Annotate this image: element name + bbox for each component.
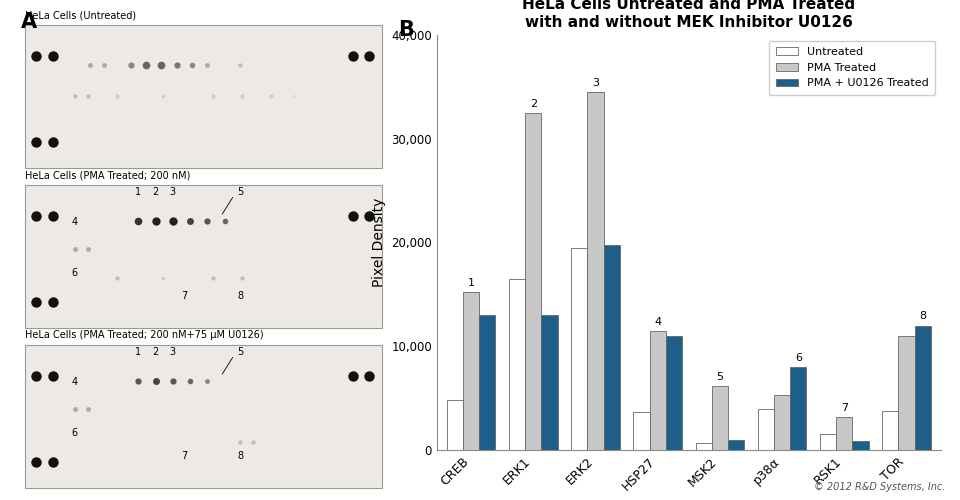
Text: 4: 4 (72, 377, 78, 387)
Text: 5: 5 (237, 347, 243, 357)
Bar (509, 279, 525, 450)
Bar (915, 326, 931, 450)
Text: 1: 1 (135, 187, 141, 197)
Text: A: A (21, 12, 37, 32)
Text: 1: 1 (135, 347, 141, 357)
Bar (634, 412, 650, 450)
FancyBboxPatch shape (25, 185, 382, 328)
Text: HeLa Cells (Untreated): HeLa Cells (Untreated) (25, 10, 136, 20)
Bar (774, 395, 790, 450)
Bar (479, 315, 495, 450)
Bar (711, 386, 728, 450)
Bar (666, 336, 682, 450)
Text: 3: 3 (170, 187, 176, 197)
Text: 3: 3 (170, 347, 176, 357)
Bar (820, 434, 836, 450)
Bar (899, 336, 915, 450)
Text: 7: 7 (181, 291, 187, 301)
Text: 2: 2 (153, 347, 158, 357)
Text: 5: 5 (237, 187, 243, 197)
Text: HeLa Cells (PMA Treated; 200 nM): HeLa Cells (PMA Treated; 200 nM) (25, 170, 190, 180)
Bar (650, 330, 666, 450)
Bar (541, 315, 558, 450)
Text: 8: 8 (237, 451, 243, 461)
Bar (696, 442, 711, 450)
Y-axis label: Pixel Density: Pixel Density (372, 198, 386, 287)
Legend: Untreated, PMA Treated, PMA + U0126 Treated: Untreated, PMA Treated, PMA + U0126 Trea… (769, 40, 935, 95)
Text: 8: 8 (919, 312, 926, 322)
Text: 6: 6 (795, 353, 802, 363)
Bar (604, 244, 620, 450)
Bar (728, 440, 744, 450)
Text: HeLa Cells (PMA Treated; 200 nM+75 μM U0126): HeLa Cells (PMA Treated; 200 nM+75 μM U0… (25, 330, 264, 340)
Text: 5: 5 (716, 372, 724, 382)
Text: B: B (398, 20, 415, 40)
Text: 6: 6 (72, 268, 78, 278)
Title: HeLa Cells Untreated and PMA Treated
with and without MEK Inhibitor U0126: HeLa Cells Untreated and PMA Treated wit… (522, 0, 855, 30)
Bar (852, 440, 869, 450)
Text: 8: 8 (237, 291, 243, 301)
Bar (525, 113, 541, 450)
Text: 2: 2 (153, 187, 158, 197)
Bar (836, 417, 852, 450)
Bar (882, 410, 899, 450)
Bar (463, 292, 479, 450)
Text: 3: 3 (592, 78, 599, 88)
Text: 4: 4 (72, 217, 78, 227)
Bar (757, 408, 774, 450)
Text: 4: 4 (654, 316, 661, 326)
Text: 2: 2 (530, 98, 537, 108)
Bar (588, 92, 604, 450)
Bar (571, 248, 588, 450)
Text: 7: 7 (841, 402, 848, 412)
FancyBboxPatch shape (25, 25, 382, 168)
Text: 7: 7 (181, 451, 187, 461)
Bar (790, 367, 806, 450)
FancyBboxPatch shape (25, 345, 382, 488)
Text: 6: 6 (72, 428, 78, 438)
Text: © 2012 R&D Systems, Inc.: © 2012 R&D Systems, Inc. (814, 482, 946, 492)
Text: 1: 1 (468, 278, 474, 288)
Bar (446, 400, 463, 450)
